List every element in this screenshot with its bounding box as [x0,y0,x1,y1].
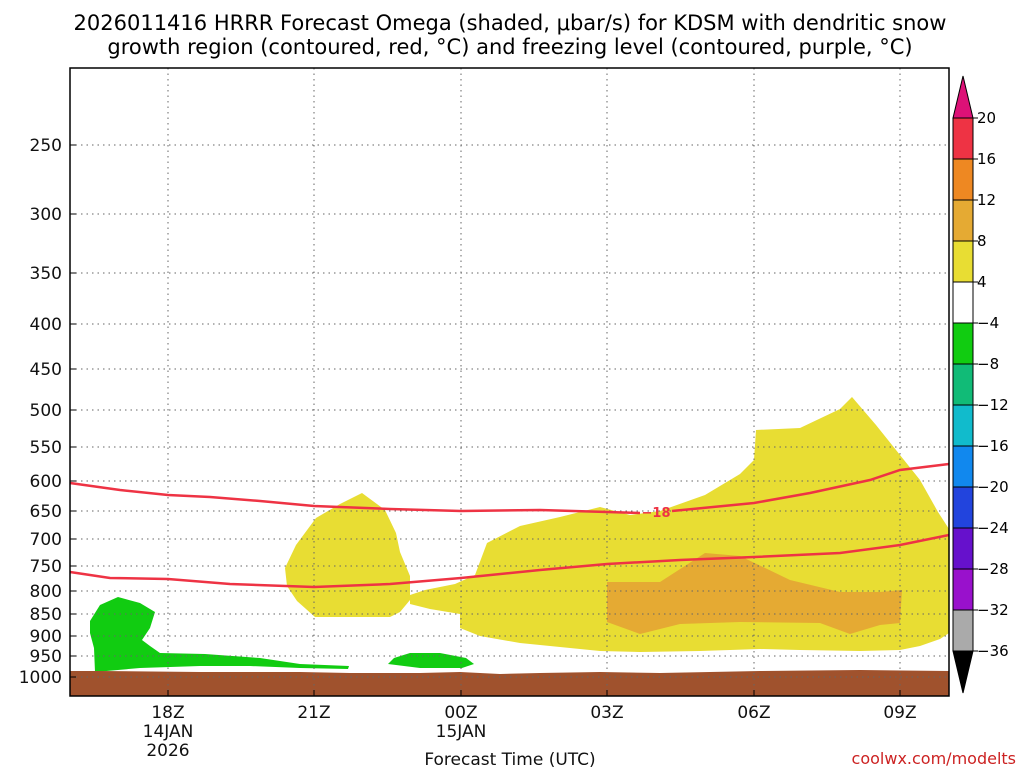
contour-line-minus18-upper-a [69,481,641,515]
omega-downward-4-8-cell [388,653,474,668]
colorbar-label: 4 [977,273,987,291]
colorbar-bottom-arrow [952,650,974,694]
omega-shaded-fields [70,397,949,696]
omega-upward-4-8-cell [285,493,410,617]
y-axis-ticks: 2503003504004505005506006507007508008509… [19,136,76,688]
y-tick-label: 500 [30,401,62,421]
omega-downward-4-8-low [90,597,349,672]
colorbar-segment [952,404,974,447]
colorbar-segment [952,240,974,283]
credit-text: coolwx.com/modelts [852,749,1016,768]
x-tick-label: 00Z [444,703,477,723]
plot-grid [70,68,949,696]
y-tick-label: 600 [30,472,62,492]
y-tick-label: 300 [30,205,62,225]
colorbar-segment [952,281,974,324]
y-tick-label: 1000 [19,668,62,688]
y-tick-label: 650 [30,502,62,522]
x-tick-label: 06Z [737,703,770,723]
x-axis-label: Forecast Time (UTC) [424,750,595,768]
x-tick-label: 14JAN [143,722,194,742]
plot-frame [69,67,950,697]
colorbar-segment [952,322,974,365]
x-tick-label: 03Z [590,703,623,723]
contour-line-lower [69,533,950,589]
contour-label: −18 [642,506,671,521]
dendritic-growth-contours: −18 [69,462,950,589]
colorbar-segment [952,117,974,160]
x-tick-label: 2026 [146,741,189,761]
x-tick-label: 21Z [297,703,330,723]
y-tick-label: 550 [30,438,62,458]
y-tick-label: 750 [30,557,62,577]
colorbar-label: −36 [977,642,1009,660]
colorbar-segment [952,609,974,652]
colorbar-segment [952,199,974,242]
y-tick-label: 900 [30,627,62,647]
x-tick-label: 09Z [883,703,916,723]
colorbar-segment [952,527,974,570]
colorbar-label: 16 [977,150,996,168]
colorbar-segment [952,363,974,406]
colorbar-label: 12 [977,191,996,209]
colorbar-label: −20 [977,478,1009,496]
y-tick-label: 800 [30,582,62,602]
colorbar-segment [952,486,974,529]
colorbar-label: −12 [977,396,1009,414]
y-tick-label: 350 [30,264,62,284]
colorbar-top-arrow [952,75,974,119]
colorbar-label: −32 [977,601,1009,619]
chart-title-line2: growth region (contoured, red, °C) and f… [107,35,912,59]
colorbar-label: −16 [977,437,1009,455]
colorbar-label: −28 [977,560,1009,578]
y-tick-label: 850 [30,605,62,625]
colorbar-label: −4 [977,314,999,332]
contour-line-minus18-upper-b [671,462,950,513]
chart-title-line1: 2026011416 HRRR Forecast Omega (shaded, … [74,11,947,35]
y-tick-label: 450 [30,360,62,380]
y-tick-label: 700 [30,530,62,550]
colorbar-label: −8 [977,355,999,373]
colorbar-label: 8 [977,232,987,250]
colorbar-label: 20 [977,109,996,127]
y-tick-label: 250 [30,136,62,156]
colorbar: 20 16 12 8 4 −4 −8 −12 −16 −20 −24 −28 −32 −36 [952,75,1009,694]
colorbar-segment [952,445,974,488]
x-tick-label: 18Z [151,703,184,723]
y-tick-label: 950 [30,647,62,667]
y-tick-label: 400 [30,315,62,335]
colorbar-segment [952,158,974,201]
colorbar-label: −24 [977,519,1009,537]
colorbar-segment [952,568,974,611]
x-tick-label: 15JAN [436,722,487,742]
ground-below-surface [70,670,949,696]
